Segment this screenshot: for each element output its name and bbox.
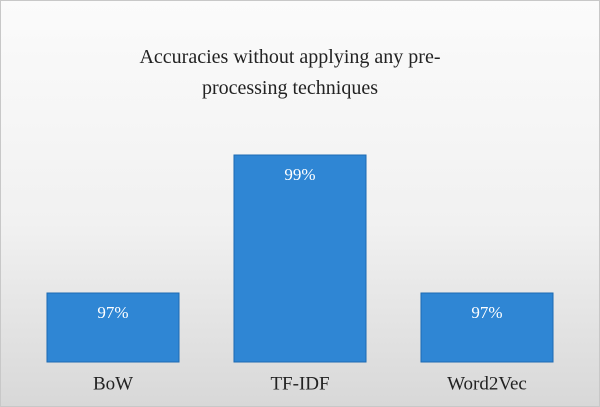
chart-title: Accuracies without applying any pre-proc… [139,46,441,99]
value-label: 99% [284,165,315,184]
x-tick-label: TF-IDF [270,373,329,394]
value-label: 97% [97,303,128,322]
value-label: 97% [471,303,502,322]
bar [46,292,180,363]
x-tick-label: Word2Vec [447,373,527,394]
bar [420,292,554,363]
x-tick-label: BoW [93,373,133,394]
bar [233,154,367,363]
